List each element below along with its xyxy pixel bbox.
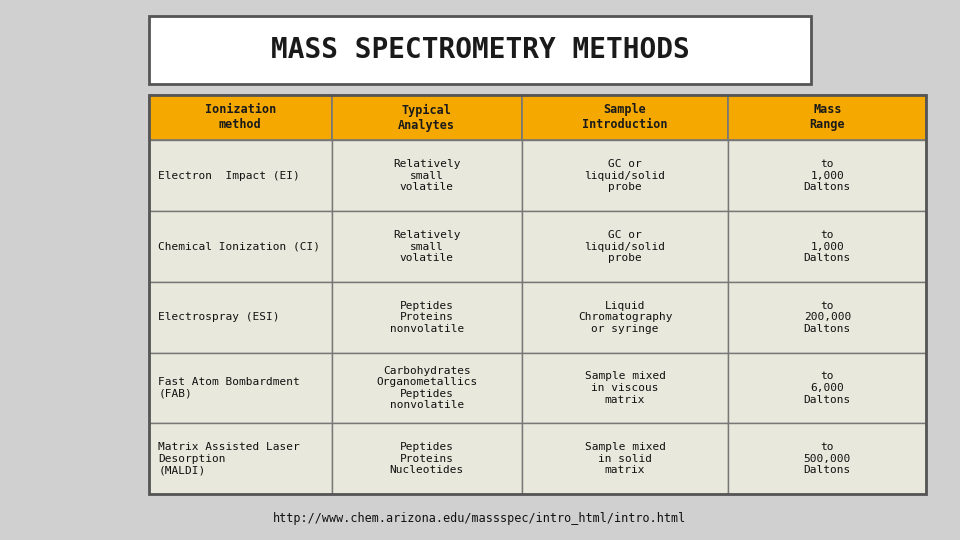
- Text: MASS SPECTROMETRY METHODS: MASS SPECTROMETRY METHODS: [271, 36, 689, 64]
- Text: Typical
Analytes: Typical Analytes: [398, 104, 455, 132]
- Text: Sample
Introduction: Sample Introduction: [583, 104, 668, 131]
- Text: GC or
liquid/solid
probe: GC or liquid/solid probe: [585, 159, 665, 192]
- Bar: [149, 282, 331, 353]
- Bar: [522, 211, 728, 282]
- Text: Electron  Impact (EI): Electron Impact (EI): [158, 171, 300, 181]
- Bar: [149, 353, 331, 423]
- Bar: [522, 423, 728, 494]
- Bar: [522, 94, 728, 140]
- Bar: [522, 353, 728, 423]
- Text: Liquid
Chromatography
or syringe: Liquid Chromatography or syringe: [578, 301, 672, 334]
- Text: to
500,000
Daltons: to 500,000 Daltons: [804, 442, 851, 475]
- Text: Chemical Ionization (CI): Chemical Ionization (CI): [158, 241, 321, 252]
- Text: Relatively
small
volatile: Relatively small volatile: [393, 230, 461, 263]
- Text: http://www.chem.arizona.edu/massspec/intro_html/intro.html: http://www.chem.arizona.edu/massspec/int…: [274, 512, 686, 525]
- Bar: [331, 211, 522, 282]
- Bar: [149, 423, 331, 494]
- Text: Peptides
Proteins
nonvolatile: Peptides Proteins nonvolatile: [390, 301, 464, 334]
- Bar: [149, 140, 331, 211]
- Bar: [728, 423, 926, 494]
- Text: Mass
Range: Mass Range: [809, 104, 845, 131]
- Text: Relatively
small
volatile: Relatively small volatile: [393, 159, 461, 192]
- Text: Carbohydrates
Organometallics
Peptides
nonvolatile: Carbohydrates Organometallics Peptides n…: [376, 366, 477, 410]
- Bar: [522, 282, 728, 353]
- Bar: [728, 94, 926, 140]
- Bar: [149, 94, 331, 140]
- Bar: [728, 140, 926, 211]
- Bar: [331, 353, 522, 423]
- FancyBboxPatch shape: [149, 16, 811, 84]
- Text: GC or
liquid/solid
probe: GC or liquid/solid probe: [585, 230, 665, 263]
- Text: to
1,000
Daltons: to 1,000 Daltons: [804, 230, 851, 263]
- Bar: [149, 94, 926, 494]
- Bar: [331, 282, 522, 353]
- Bar: [331, 94, 522, 140]
- Bar: [331, 423, 522, 494]
- Text: to
1,000
Daltons: to 1,000 Daltons: [804, 159, 851, 192]
- Text: Sample mixed
in solid
matrix: Sample mixed in solid matrix: [585, 442, 665, 475]
- Text: to
200,000
Daltons: to 200,000 Daltons: [804, 301, 851, 334]
- Bar: [728, 282, 926, 353]
- Text: Electrospray (ESI): Electrospray (ESI): [158, 312, 280, 322]
- Text: Sample mixed
in viscous
matrix: Sample mixed in viscous matrix: [585, 372, 665, 404]
- Bar: [331, 140, 522, 211]
- Text: Matrix Assisted Laser
Desorption
(MALDI): Matrix Assisted Laser Desorption (MALDI): [158, 442, 300, 475]
- Text: Peptides
Proteins
Nucleotides: Peptides Proteins Nucleotides: [390, 442, 464, 475]
- Text: Fast Atom Bombardment
(FAB): Fast Atom Bombardment (FAB): [158, 377, 300, 399]
- Bar: [728, 353, 926, 423]
- Bar: [149, 211, 331, 282]
- Text: Ionization
method: Ionization method: [204, 104, 276, 131]
- Bar: [728, 211, 926, 282]
- Bar: [522, 140, 728, 211]
- Text: to
6,000
Daltons: to 6,000 Daltons: [804, 372, 851, 404]
